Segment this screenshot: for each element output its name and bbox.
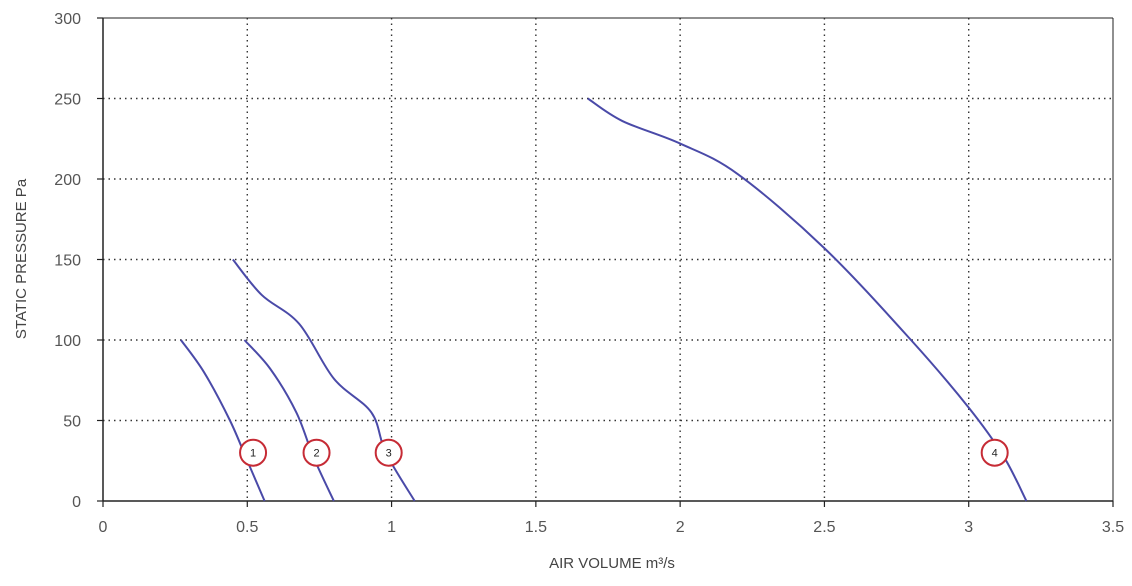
- curve-2: [243, 339, 335, 502]
- curve-marker-2: 2: [302, 438, 331, 467]
- y-tick-label-4: 200: [54, 172, 81, 189]
- y-tick-label-1: 50: [63, 414, 81, 431]
- x-axis-title: AIR VOLUME m³/s: [549, 555, 675, 572]
- y-tick-label-2: 100: [54, 333, 81, 350]
- y-tick-label-5: 250: [54, 92, 81, 109]
- curve-marker-circle-4: [980, 438, 1009, 467]
- curve-marker-4: 4: [980, 438, 1009, 467]
- y-tick-label-0: 0: [72, 494, 81, 511]
- x-tick-label-2: 1: [387, 519, 396, 536]
- x-tick-label-6: 3: [964, 519, 973, 536]
- curve-marker-circle-3: [374, 438, 403, 467]
- x-tick-label-3: 1.5: [525, 519, 547, 536]
- marker-layer: 1 2 3 4: [239, 438, 1009, 467]
- axes-layer: 0 0.5 1 1.5 2 2.5 3 3.5 0 50 100 150 200 250 300: [54, 11, 1124, 536]
- curve-marker-3: 3: [374, 438, 403, 467]
- curve-marker-label-3: 3: [386, 448, 392, 460]
- curve-4: [587, 97, 1028, 502]
- curve-marker-label-4: 4: [992, 448, 998, 460]
- x-tick-label-4: 2: [676, 519, 685, 536]
- curve-marker-circle-2: [302, 438, 331, 467]
- grid-layer: [103, 18, 1113, 501]
- y-tick-label-3: 150: [54, 253, 81, 270]
- curve-marker-label-2: 2: [313, 448, 319, 460]
- curve-1: [180, 339, 266, 502]
- series-layer: [180, 97, 1028, 502]
- x-tick-label-1: 0.5: [236, 519, 258, 536]
- y-axis-title: STATIC PRESSURE Pa: [13, 178, 30, 339]
- x-tick-label-7: 3.5: [1102, 519, 1124, 536]
- y-tick-label-6: 300: [54, 11, 81, 28]
- x-tick-label-5: 2.5: [813, 519, 835, 536]
- curve-marker-circle-1: [239, 438, 268, 467]
- curve-marker-1: 1: [239, 438, 268, 467]
- x-tick-label-0: 0: [99, 519, 108, 536]
- curve-marker-label-1: 1: [250, 448, 256, 460]
